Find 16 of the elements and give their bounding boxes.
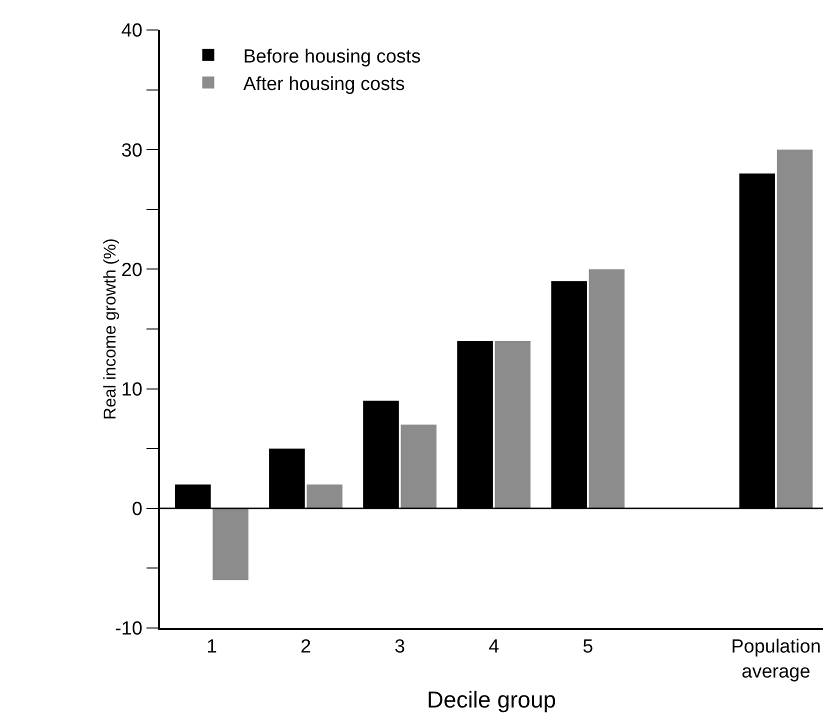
y-tick-label: 10 bbox=[121, 379, 142, 400]
y-axis-title: Real income growth (%) bbox=[100, 238, 120, 420]
y-tick-label: -10 bbox=[114, 618, 142, 640]
x-tick-label: Population average bbox=[731, 636, 821, 682]
legend-label: Before housing costs bbox=[243, 46, 421, 68]
y-tick-label: 20 bbox=[121, 260, 142, 281]
x-tick-label: 2 bbox=[300, 636, 312, 658]
y-tick-label: 30 bbox=[121, 140, 142, 162]
x-tick-label: 3 bbox=[394, 636, 406, 658]
legend-label: After housing costs bbox=[243, 74, 405, 95]
y-tick-label: 40 bbox=[121, 20, 142, 42]
x-tick-label: 5 bbox=[582, 636, 594, 658]
x-tick-label: 1 bbox=[206, 636, 218, 658]
y-tick-label: 0 bbox=[132, 499, 142, 520]
x-axis-title: Decile group bbox=[426, 686, 556, 712]
x-tick-label: 4 bbox=[488, 636, 500, 658]
